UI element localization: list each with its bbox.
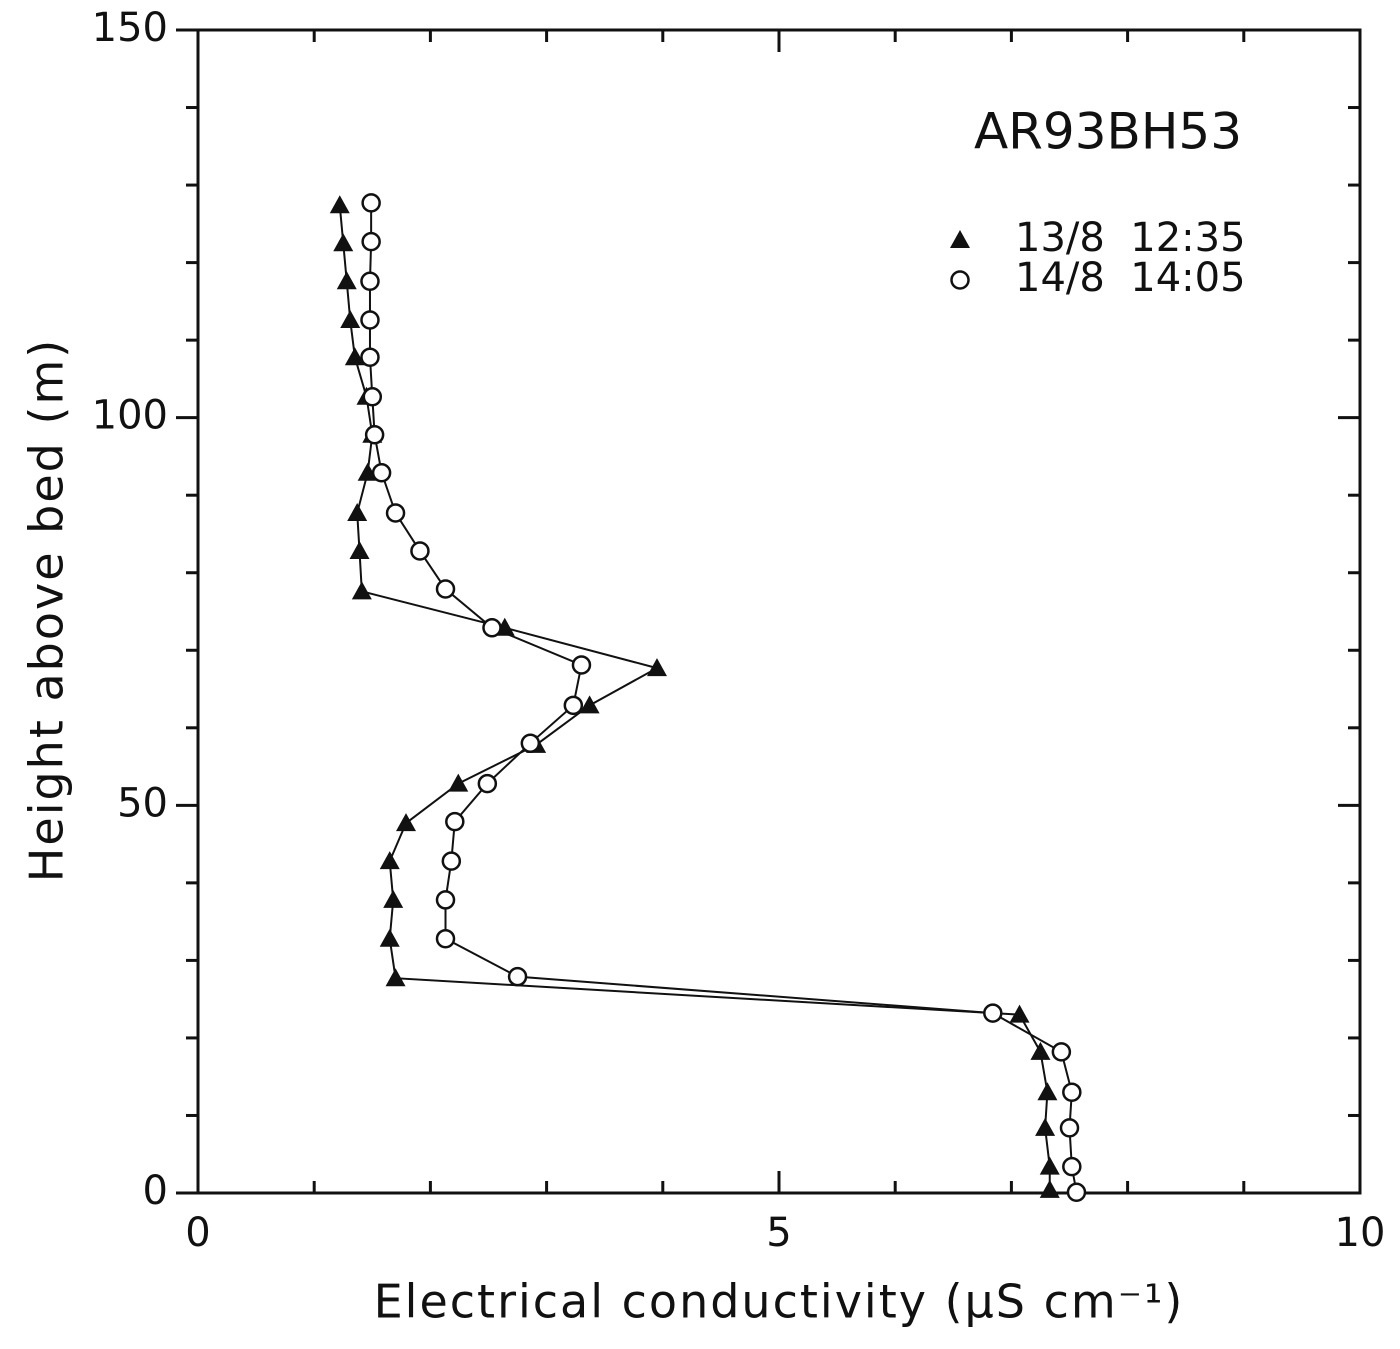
circle-marker [435,890,456,910]
y-tick-label: 100 [92,393,168,439]
triangle-marker [579,695,600,714]
triangle-marker [351,581,372,600]
x-tick-label: 0 [185,1210,210,1256]
triangle-marker [1030,1041,1051,1060]
triangle-marker [344,347,365,366]
triangle-marker [333,233,354,252]
circle-marker [445,811,465,832]
circle-marker [360,310,380,330]
y-tick-label: 0 [143,1168,168,1214]
circle-marker [435,579,456,599]
circle-marker [360,347,380,367]
circle-marker [385,503,406,523]
x-tick-label: 5 [766,1210,791,1256]
y-tick-label: 50 [117,780,168,826]
triangle-marker [383,889,404,908]
triangle-marker [379,851,400,870]
circle-marker [563,695,584,716]
circle-marker [507,966,528,987]
circle-marker [371,462,392,483]
triangle-marker [1039,1179,1060,1198]
circle-marker [571,655,592,675]
legend-label: 13/8 12:35 [1015,215,1246,261]
triangle-marker [385,968,406,987]
circle-marker [477,773,498,794]
circle-marker [361,193,381,213]
circle-marker [950,270,970,290]
circle-marker [520,733,541,754]
circle-marker [435,928,456,949]
circle-marker [1062,1156,1082,1177]
triangle-marker [329,195,350,214]
x-axis-label: Electrical conductivity (μS cm⁻¹) [374,1275,1185,1329]
y-axis-label: Height above bed (m) [20,338,74,882]
circle-marker [441,851,462,871]
series-line [338,205,1051,1190]
x-tick-label: 10 [1335,1210,1386,1256]
triangle-marker [1035,1117,1056,1136]
triangle-marker [1009,1004,1030,1023]
triangle-marker [349,541,370,560]
circle-marker [362,386,383,407]
triangle-marker [347,503,368,522]
triangle-marker [448,773,469,792]
triangle-marker [379,928,400,947]
triangle-marker [646,658,667,677]
circle-marker [1059,1118,1080,1138]
circle-marker [1062,1082,1082,1102]
circle-marker [1066,1182,1087,1202]
circle-marker [361,231,381,252]
annotation: AR93BH53 [974,103,1242,161]
triangle-marker [950,230,970,248]
circle-marker [410,541,430,561]
triangle-marker [1037,1082,1058,1101]
triangle-marker [336,271,357,290]
y-tick-label: 150 [92,5,168,51]
circle-marker [482,618,502,638]
circle-marker [364,424,385,445]
circle-marker [983,1003,1003,1023]
triangle-marker [340,309,361,328]
circle-marker [360,271,380,291]
legend-label: 14/8 14:05 [1015,255,1246,301]
triangle-marker [1039,1156,1060,1175]
triangle-marker [395,813,416,832]
series-line [368,202,1078,1193]
circle-marker [1051,1042,1072,1062]
